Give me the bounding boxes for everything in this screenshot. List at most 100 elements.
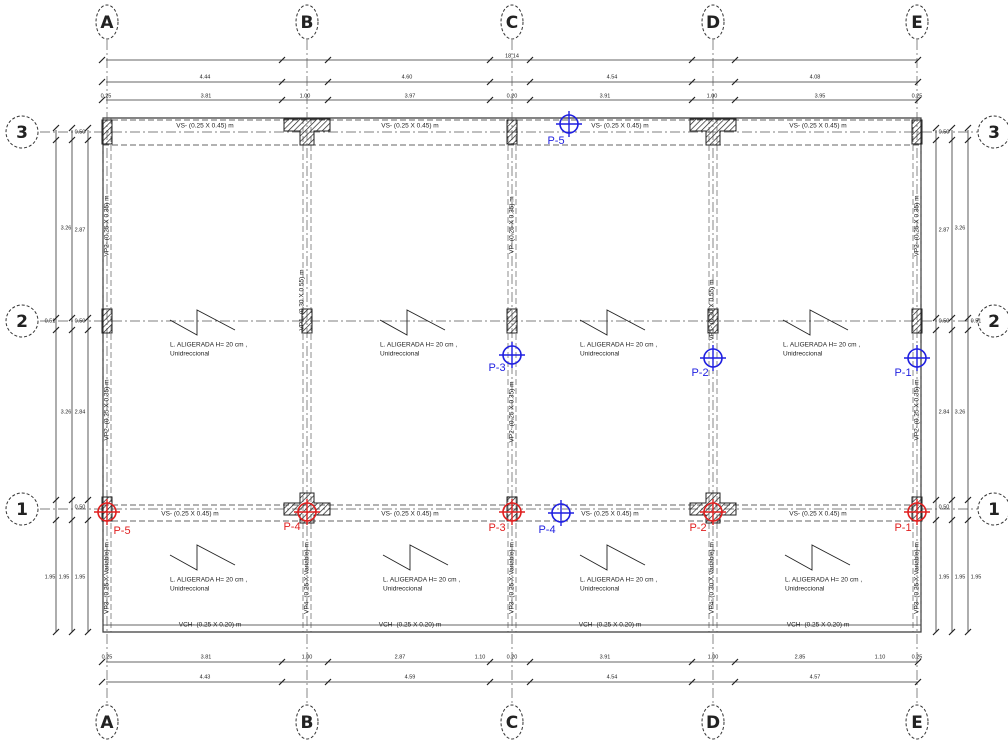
beam-label: VP1- (0.30 X 0.55) m <box>709 279 716 340</box>
dim-tick <box>52 314 60 322</box>
beam-label: VP2- (0.25 X 0.35) m <box>104 379 111 440</box>
axis-bubble <box>701 704 725 740</box>
dimension: 0.50 <box>939 318 950 324</box>
dim-tick <box>52 136 60 144</box>
point-label: P-2 <box>691 367 708 379</box>
dimension: 2.87 <box>75 227 86 233</box>
dim-tick <box>948 124 956 132</box>
axis-label: C <box>506 713 518 733</box>
dim-tick <box>526 78 534 86</box>
dim-tick <box>98 78 106 86</box>
dim-tick <box>324 678 332 686</box>
dimension: 3.95 <box>815 93 826 99</box>
slab-note: Unidreccional <box>580 586 620 593</box>
beam-label: VP4- (0.30 X Variable) m <box>709 542 716 614</box>
dim-tick <box>688 96 696 104</box>
beam-label: VP2- (0.25 X 0.35) m <box>104 195 111 256</box>
dim-tick <box>68 516 76 524</box>
dim-tick <box>526 678 534 686</box>
beam-label: VS- (0.25 X 0.45) m <box>789 123 846 130</box>
point-label: P-1 <box>894 522 911 534</box>
dim-tick <box>964 136 972 144</box>
axis-label: E <box>911 713 923 733</box>
slab-label: L. ALIGERADA H= 20 cm , <box>380 342 457 349</box>
dim-tick <box>278 96 286 104</box>
axis-label: 3 <box>988 123 1000 143</box>
dim-tick <box>964 314 972 322</box>
slab-symbol <box>382 544 449 571</box>
slab-symbol <box>782 309 849 336</box>
dim-tick <box>84 496 92 504</box>
dim-tick <box>914 56 922 64</box>
beam-label: VP- (0.25 X 0.35) m <box>509 196 516 253</box>
beam-label: VS- (0.25 X 0.45) m <box>176 123 233 130</box>
dimension: 3.26 <box>61 409 72 415</box>
dim-tick <box>98 658 106 666</box>
dim-tick <box>84 136 92 144</box>
dimension: 0.25 <box>912 93 923 99</box>
dim-tick <box>914 78 922 86</box>
dimension: 2.84 <box>75 409 86 415</box>
dimension: 3.97 <box>405 93 416 99</box>
dim-tick <box>948 136 956 144</box>
dimension: 1.95 <box>75 574 86 580</box>
dim-tick <box>486 96 494 104</box>
beam-label: VP1- (0.30 X 0.55) m <box>299 269 306 330</box>
dim-tick <box>68 326 76 334</box>
beam-label: VP4- (0.25 X Variable) m <box>304 542 311 614</box>
dimension: 0.50 <box>939 129 950 135</box>
dim-tick <box>932 496 940 504</box>
point-label: P-1 <box>894 367 911 379</box>
dim-tick <box>98 56 106 64</box>
beam-label: VP3- (0.25 X Variable) m <box>509 542 516 614</box>
dim-tick <box>964 326 972 334</box>
dim-tick <box>52 496 60 504</box>
dimension: 1.95 <box>939 574 950 580</box>
slab-note: Unidreccional <box>170 351 210 358</box>
dimension: 1.00 <box>300 93 311 99</box>
point-label: P-5 <box>547 135 564 147</box>
dim-tick <box>84 124 92 132</box>
beam-label: VS- (0.25 X 0.45) m <box>381 123 438 130</box>
column <box>301 308 313 334</box>
dim-tick <box>964 124 972 132</box>
dim-tick <box>948 628 956 636</box>
dim-tick <box>278 56 286 64</box>
axis-label: A <box>100 13 114 33</box>
dimension: 4.43 <box>200 674 211 680</box>
axis-label: 3 <box>16 123 28 143</box>
dimension: 0.20 <box>507 93 518 99</box>
dimension: 2.87 <box>395 654 406 660</box>
column <box>506 119 518 145</box>
dimension: 18.14 <box>505 53 519 59</box>
dim-tick <box>526 96 534 104</box>
dimension: 0.25 <box>102 654 113 660</box>
beam-label: VP2- (0.25 X 0.35) m <box>914 379 921 440</box>
axis-bubble <box>5 304 39 338</box>
dim-tick <box>68 136 76 144</box>
slab-symbol <box>784 544 851 571</box>
dimension: 3.26 <box>955 409 966 415</box>
axis-bubble <box>977 492 1008 526</box>
dimension: 1.95 <box>955 574 966 580</box>
dim-tick <box>932 136 940 144</box>
column <box>707 308 719 334</box>
dimension: 4.57 <box>810 674 821 680</box>
slab-symbol <box>579 544 646 571</box>
dim-tick <box>964 628 972 636</box>
dimension: 4.59 <box>405 674 416 680</box>
column <box>911 308 923 334</box>
dim-tick <box>731 678 739 686</box>
dim-tick <box>52 124 60 132</box>
dimension: 3.81 <box>201 654 212 660</box>
slab-symbol <box>379 309 446 336</box>
beam-label: VS- (0.25 X 0.45) m <box>161 511 218 518</box>
dimension: 4.54 <box>607 674 618 680</box>
dimension: 0.50 <box>75 318 86 324</box>
dim-tick <box>84 314 92 322</box>
axis-bubble <box>95 704 119 740</box>
dim-tick <box>278 658 286 666</box>
dimension: 0.20 <box>507 654 518 660</box>
slab-label: L. ALIGERADA H= 20 cm , <box>580 577 657 584</box>
